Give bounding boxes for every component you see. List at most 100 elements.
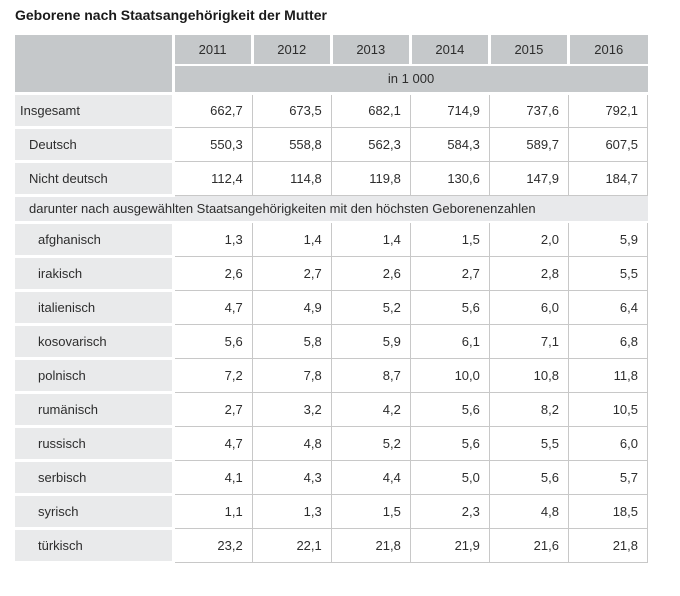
- cell-value: 10,8: [488, 357, 569, 393]
- table-row: irakisch 2,6 2,7 2,6 2,7 2,8 5,5: [15, 254, 649, 292]
- cell-value: 2,6: [330, 255, 411, 291]
- cell-value: 114,8: [251, 160, 332, 196]
- table-row: rumänisch 2,7 3,2 4,2 5,6 8,2 10,5: [15, 390, 649, 428]
- cell-value: 562,3: [330, 126, 411, 162]
- year-header-2016: 2016: [566, 35, 648, 66]
- cell-value: 4,7: [172, 289, 253, 325]
- cell-value: 714,9: [409, 92, 490, 128]
- cell-value: 2,7: [251, 255, 332, 291]
- cell-value: 4,2: [330, 391, 411, 427]
- cell-value: 1,5: [330, 493, 411, 529]
- cell-value: 673,5: [251, 92, 332, 128]
- year-header-2014: 2014: [408, 35, 490, 66]
- year-header-2015: 2015: [487, 35, 569, 66]
- cell-value: 2,8: [488, 255, 569, 291]
- cell-value: 5,8: [251, 323, 332, 359]
- births-by-nationality-table: 2011 2012 2013 2014 2015 2016 in 1 000 I…: [15, 35, 649, 564]
- cell-value: 4,3: [251, 459, 332, 495]
- cell-value: 1,5: [409, 221, 490, 257]
- row-label: Nicht deutsch: [15, 159, 175, 197]
- row-label: Deutsch: [15, 125, 175, 163]
- cell-value: 11,8: [567, 357, 649, 393]
- table-row: afghanisch 1,3 1,4 1,4 1,5 2,0 5,9: [15, 220, 649, 258]
- cell-value: 4,4: [330, 459, 411, 495]
- cell-value: 2,7: [172, 391, 253, 427]
- corner-cell: [15, 35, 175, 95]
- row-label: serbisch: [15, 458, 175, 496]
- cell-value: 23,2: [172, 527, 253, 563]
- cell-value: 5,9: [567, 221, 649, 257]
- cell-value: 5,6: [172, 323, 253, 359]
- unit-header-row: in 1 000: [15, 65, 648, 95]
- cell-value: 607,5: [567, 126, 649, 162]
- cell-value: 4,8: [251, 425, 332, 461]
- cell-value: 5,6: [488, 459, 569, 495]
- cell-value: 682,1: [330, 92, 411, 128]
- table-body: Insgesamt 662,7 673,5 682,1 714,9 737,6 792,1 D…: [15, 91, 649, 564]
- cell-value: 5,0: [409, 459, 490, 495]
- cell-value: 1,1: [172, 493, 253, 529]
- row-label: Insgesamt: [15, 91, 175, 129]
- row-label: rumänisch: [15, 390, 175, 428]
- cell-value: 1,4: [251, 221, 332, 257]
- cell-value: 10,5: [567, 391, 649, 427]
- year-header-row: 2011 2012 2013 2014 2015 2016: [15, 35, 648, 95]
- cell-value: 2,3: [409, 493, 490, 529]
- cell-value: 130,6: [409, 160, 490, 196]
- cell-value: 5,6: [409, 425, 490, 461]
- cell-value: 5,2: [330, 425, 411, 461]
- cell-value: 10,0: [409, 357, 490, 393]
- cell-value: 21,6: [488, 527, 569, 563]
- page: Geborene nach Staatsangehörigkeit der Mu…: [15, 7, 649, 564]
- cell-value: 5,5: [488, 425, 569, 461]
- table-row: italienisch 4,7 4,9 5,2 5,6 6,0 6,4: [15, 288, 649, 326]
- page-title: Geborene nach Staatsangehörigkeit der Mu…: [15, 7, 327, 23]
- cell-value: 2,6: [172, 255, 253, 291]
- cell-value: 147,9: [488, 160, 569, 196]
- table-row: Deutsch 550,3 558,8 562,3 584,3 589,7 607,5: [15, 125, 649, 163]
- cell-value: 584,3: [409, 126, 490, 162]
- cell-value: 112,4: [172, 160, 253, 196]
- table-row: russisch 4,7 4,8 5,2 5,6 5,5 6,0: [15, 424, 649, 462]
- table-row: serbisch 4,1 4,3 4,4 5,0 5,6 5,7: [15, 458, 649, 496]
- table-row: türkisch 23,2 22,1 21,8 21,9 21,6 21,8: [15, 526, 649, 564]
- cell-value: 8,7: [330, 357, 411, 393]
- cell-value: 6,1: [409, 323, 490, 359]
- year-header-2011: 2011: [171, 35, 253, 66]
- cell-value: 184,7: [567, 160, 649, 196]
- cell-value: 589,7: [488, 126, 569, 162]
- row-label: italienisch: [15, 288, 175, 326]
- table-row: kosovarisch 5,6 5,8 5,9 6,1 7,1 6,8: [15, 322, 649, 360]
- cell-value: 4,7: [172, 425, 253, 461]
- cell-value: 4,1: [172, 459, 253, 495]
- cell-value: 1,4: [330, 221, 411, 257]
- cell-value: 737,6: [488, 92, 569, 128]
- cell-value: 7,2: [172, 357, 253, 393]
- year-header-2013: 2013: [329, 35, 411, 66]
- cell-value: 5,5: [567, 255, 649, 291]
- cell-value: 7,8: [251, 357, 332, 393]
- cell-value: 558,8: [251, 126, 332, 162]
- cell-value: 3,2: [251, 391, 332, 427]
- cell-value: 1,3: [172, 221, 253, 257]
- cell-value: 1,3: [251, 493, 332, 529]
- cell-value: 5,6: [409, 391, 490, 427]
- row-label: kosovarisch: [15, 322, 175, 360]
- row-label: syrisch: [15, 492, 175, 530]
- cell-value: 8,2: [488, 391, 569, 427]
- table-row: syrisch 1,1 1,3 1,5 2,3 4,8 18,5: [15, 492, 649, 530]
- cell-value: 2,0: [488, 221, 569, 257]
- cell-value: 5,6: [409, 289, 490, 325]
- cell-value: 7,1: [488, 323, 569, 359]
- row-label: russisch: [15, 424, 175, 462]
- cell-value: 6,0: [488, 289, 569, 325]
- cell-value: 6,0: [567, 425, 649, 461]
- row-label: polnisch: [15, 356, 175, 394]
- row-label: türkisch: [15, 526, 175, 564]
- cell-value: 22,1: [251, 527, 332, 563]
- cell-value: 21,9: [409, 527, 490, 563]
- row-label: irakisch: [15, 254, 175, 292]
- cell-value: 5,7: [567, 459, 649, 495]
- cell-value: 4,9: [251, 289, 332, 325]
- cell-value: 18,5: [567, 493, 649, 529]
